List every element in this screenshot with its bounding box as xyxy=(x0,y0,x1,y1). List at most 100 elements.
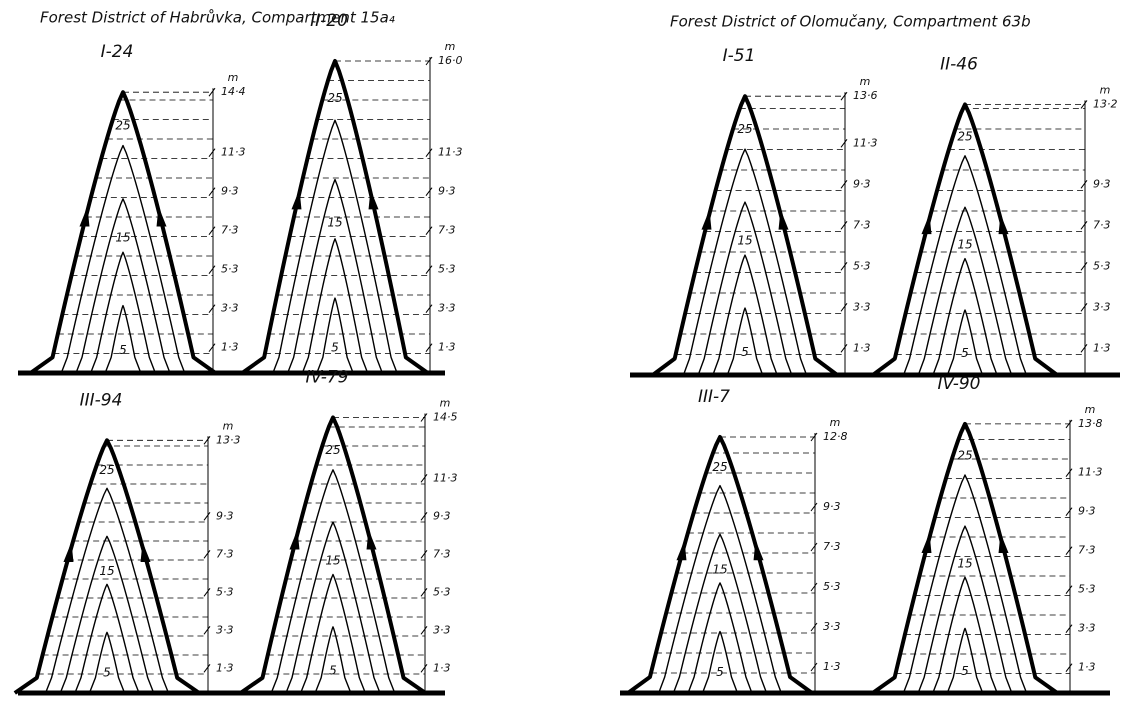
scale-tick xyxy=(1080,221,1088,230)
contour-line xyxy=(682,148,808,376)
unit-label: m xyxy=(1100,83,1111,96)
height-label: 11·3 xyxy=(438,146,463,159)
height-label: 7·3 xyxy=(1078,544,1096,557)
tree-label: III-7 xyxy=(698,387,730,407)
height-label: 3·3 xyxy=(853,300,871,313)
contour-line xyxy=(60,144,186,374)
height-label: 14·5 xyxy=(433,411,458,424)
scale-tick xyxy=(208,148,216,157)
scale-tick xyxy=(420,625,428,635)
arrowhead xyxy=(156,206,167,227)
scale-tick xyxy=(1065,663,1073,672)
scale-tick xyxy=(1080,100,1088,109)
height-label: 12·8 xyxy=(823,430,848,443)
contour-line xyxy=(946,627,984,694)
height-label: 5·3 xyxy=(433,585,451,598)
contour-label: 5 xyxy=(331,341,339,355)
scale-tick xyxy=(840,344,848,353)
contour-label: 25 xyxy=(712,460,727,474)
scale-tick xyxy=(420,663,428,673)
scale-tick xyxy=(208,87,216,97)
contour-line xyxy=(726,307,764,376)
scale-tick xyxy=(1065,624,1073,633)
scale-tick xyxy=(203,435,211,445)
scale-tick xyxy=(203,549,211,559)
height-label: 5·3 xyxy=(823,580,841,593)
scale-tick xyxy=(208,187,216,196)
height-label: 1·3 xyxy=(823,660,841,673)
contour-line xyxy=(44,487,170,694)
contour-line xyxy=(300,573,366,694)
contour-label: 15 xyxy=(957,238,972,252)
contour-label: 5 xyxy=(329,663,337,677)
height-label: 9·3 xyxy=(221,185,239,198)
scale-tick xyxy=(1065,419,1073,429)
contour-line xyxy=(672,533,768,694)
height-label: 11·3 xyxy=(433,471,458,484)
height-label: 7·3 xyxy=(853,218,871,231)
contour-label: 5 xyxy=(716,665,724,679)
contour-line xyxy=(687,582,753,694)
height-label: 9·3 xyxy=(438,185,456,198)
arrowhead xyxy=(63,542,74,563)
height-label: 3·3 xyxy=(823,620,841,633)
scale-tick xyxy=(425,304,433,313)
height-label: 7·3 xyxy=(438,224,456,237)
contour-line xyxy=(902,474,1028,694)
scale-tick xyxy=(420,413,428,422)
scale-tick xyxy=(420,511,428,521)
height-label: 9·3 xyxy=(823,500,841,513)
contour-label: 25 xyxy=(737,122,752,136)
arrowhead xyxy=(921,532,932,553)
tree-label: IV-79 xyxy=(306,368,349,388)
unit-label: m xyxy=(223,419,234,432)
height-label: 13·8 xyxy=(1078,417,1103,430)
scale-tick xyxy=(810,542,818,552)
scale-tick xyxy=(840,262,848,271)
contour-line xyxy=(658,484,782,694)
scale-tick xyxy=(1080,344,1088,353)
scale-tick xyxy=(203,587,211,597)
height-label: 11·3 xyxy=(1078,466,1103,479)
scale-tick xyxy=(1080,262,1088,271)
contour-line xyxy=(272,119,398,374)
height-label: 3·3 xyxy=(1093,300,1111,313)
contour-line xyxy=(932,576,998,694)
scale-tick xyxy=(203,625,211,635)
height-label: 13·6 xyxy=(853,89,878,102)
height-label: 7·3 xyxy=(221,224,239,237)
contour-line xyxy=(75,198,171,374)
contour-line xyxy=(90,251,156,374)
height-label: 11·3 xyxy=(221,146,246,159)
tree-label: II-20 xyxy=(310,11,348,31)
contour-label: 15 xyxy=(99,564,114,578)
height-label: 16·0 xyxy=(438,54,463,67)
unit-label: m xyxy=(830,416,841,429)
contour-label: 5 xyxy=(119,343,127,357)
height-label: 5·3 xyxy=(221,263,239,276)
height-label: 5·3 xyxy=(1093,259,1111,272)
height-label: 7·3 xyxy=(216,547,234,560)
scale-tick xyxy=(1065,468,1073,477)
scale-tick xyxy=(840,91,848,101)
scale-tick xyxy=(208,304,216,313)
tree-label: I-24 xyxy=(101,42,134,62)
arrowhead xyxy=(998,214,1009,235)
scale-tick xyxy=(420,587,428,597)
contour-label: 15 xyxy=(327,216,342,230)
height-label: 1·3 xyxy=(221,341,239,354)
contour-label: 25 xyxy=(957,449,972,463)
arrowhead xyxy=(701,209,712,230)
scale-tick xyxy=(1065,585,1073,594)
contour-label: 25 xyxy=(957,129,972,143)
contour-line xyxy=(902,155,1028,376)
scale-tick xyxy=(840,303,848,312)
height-label: 1·3 xyxy=(216,661,234,674)
contour-line xyxy=(697,201,793,376)
contour-line xyxy=(917,525,1013,694)
panel-title: Forest District of Olomučany, Compartmen… xyxy=(670,13,1031,31)
scale-tick xyxy=(810,502,818,512)
contour-label: 25 xyxy=(99,463,114,477)
contour-line xyxy=(932,257,998,376)
